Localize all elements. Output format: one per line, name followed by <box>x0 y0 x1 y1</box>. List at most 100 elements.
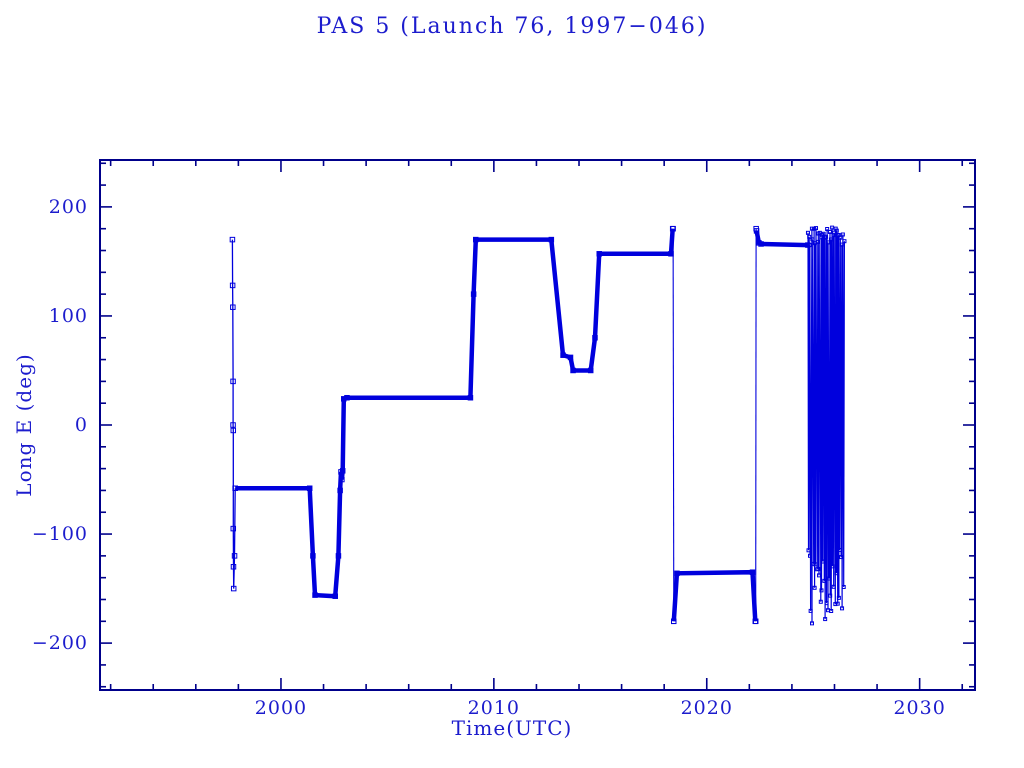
data-marker <box>830 564 835 569</box>
data-marker <box>230 378 236 385</box>
data-marker <box>808 608 813 613</box>
x-tick-label: 2000 <box>255 697 307 719</box>
data-marker <box>818 599 823 604</box>
data-marker <box>670 225 676 232</box>
data-marker <box>834 571 839 576</box>
data-marker <box>570 367 576 374</box>
data-marker <box>807 243 812 248</box>
data-marker <box>817 573 822 578</box>
y-tick-label: 100 <box>49 305 88 327</box>
data-marker <box>567 354 574 361</box>
data-marker <box>825 227 830 232</box>
data-marker <box>831 584 836 589</box>
data-marker <box>806 548 811 553</box>
data-marker <box>671 618 677 625</box>
data-marker <box>339 468 346 474</box>
data-marker <box>829 608 834 613</box>
data-marker <box>344 394 350 401</box>
data-marker <box>815 239 820 244</box>
data-marker <box>826 608 831 613</box>
series-plateau-165 <box>754 230 808 248</box>
data-marker <box>312 592 318 598</box>
data-marker <box>813 562 818 567</box>
data-marker <box>840 606 845 611</box>
data-marker <box>808 553 813 558</box>
x-tick-label: 2010 <box>468 697 520 719</box>
y-tick-label: −100 <box>32 523 88 545</box>
data-marker <box>820 559 825 564</box>
data-marker <box>836 595 841 600</box>
data-marker <box>306 485 313 492</box>
data-marker <box>229 282 236 289</box>
data-marker <box>341 396 347 402</box>
data-marker <box>230 427 237 434</box>
data-marker <box>839 555 844 560</box>
data-marker <box>332 593 338 599</box>
data-marker <box>841 584 846 589</box>
data-marker <box>592 335 598 341</box>
data-marker <box>335 553 342 559</box>
data-marker <box>467 394 474 401</box>
x-tick-label: 2030 <box>893 697 945 719</box>
data-marker <box>758 241 764 247</box>
data-marker <box>470 291 477 297</box>
data-marker <box>230 304 236 310</box>
data-marker <box>805 230 810 235</box>
data-marker <box>839 242 844 247</box>
data-marker <box>830 225 835 230</box>
data-marker <box>827 576 832 581</box>
data-marker <box>337 487 343 494</box>
data-marker <box>832 230 837 235</box>
data-marker <box>810 621 815 626</box>
data-marker <box>310 553 316 559</box>
data-marker <box>752 618 759 625</box>
data-marker <box>833 602 838 607</box>
data-marker <box>819 588 824 593</box>
data-marker <box>840 232 845 237</box>
data-marker <box>230 422 236 428</box>
data-marker <box>822 578 827 583</box>
data-marker <box>834 228 839 233</box>
x-tick-label: 2020 <box>681 697 733 719</box>
data-marker <box>230 585 237 592</box>
data-marker <box>828 237 833 242</box>
data-marker <box>810 237 815 242</box>
data-marker <box>809 226 814 231</box>
data-marker <box>824 601 829 606</box>
series-main-history <box>235 228 675 599</box>
series-initial-drift <box>231 239 236 589</box>
data-marker <box>807 234 812 239</box>
data-marker <box>821 231 826 236</box>
series-wrap-down-2018 <box>672 228 675 622</box>
data-marker <box>817 230 822 235</box>
data-marker <box>229 236 236 243</box>
data-marker <box>842 239 847 244</box>
data-marker <box>814 226 819 231</box>
data-marker <box>826 240 831 245</box>
data-marker <box>548 236 555 243</box>
data-marker <box>838 235 843 240</box>
data-marker <box>339 476 345 483</box>
data-marker <box>674 570 680 577</box>
data-marker <box>827 229 832 234</box>
data-marker <box>230 564 237 570</box>
data-marker <box>824 234 829 239</box>
data-marker <box>831 233 836 238</box>
data-marker <box>232 485 238 492</box>
data-marker <box>816 566 821 571</box>
data-marker <box>230 525 237 532</box>
y-tick-label: −200 <box>32 632 88 654</box>
data-marker <box>812 585 817 590</box>
data-marker <box>587 367 594 374</box>
data-marker <box>596 251 602 257</box>
data-marker <box>823 617 828 622</box>
data-marker <box>753 228 760 234</box>
data-marker <box>231 553 238 559</box>
data-marker <box>560 352 566 358</box>
data-marker <box>749 569 756 575</box>
data-marker <box>835 601 840 606</box>
x-axis-label: Time(UTC) <box>451 716 573 740</box>
y-tick-label: 200 <box>49 196 88 218</box>
